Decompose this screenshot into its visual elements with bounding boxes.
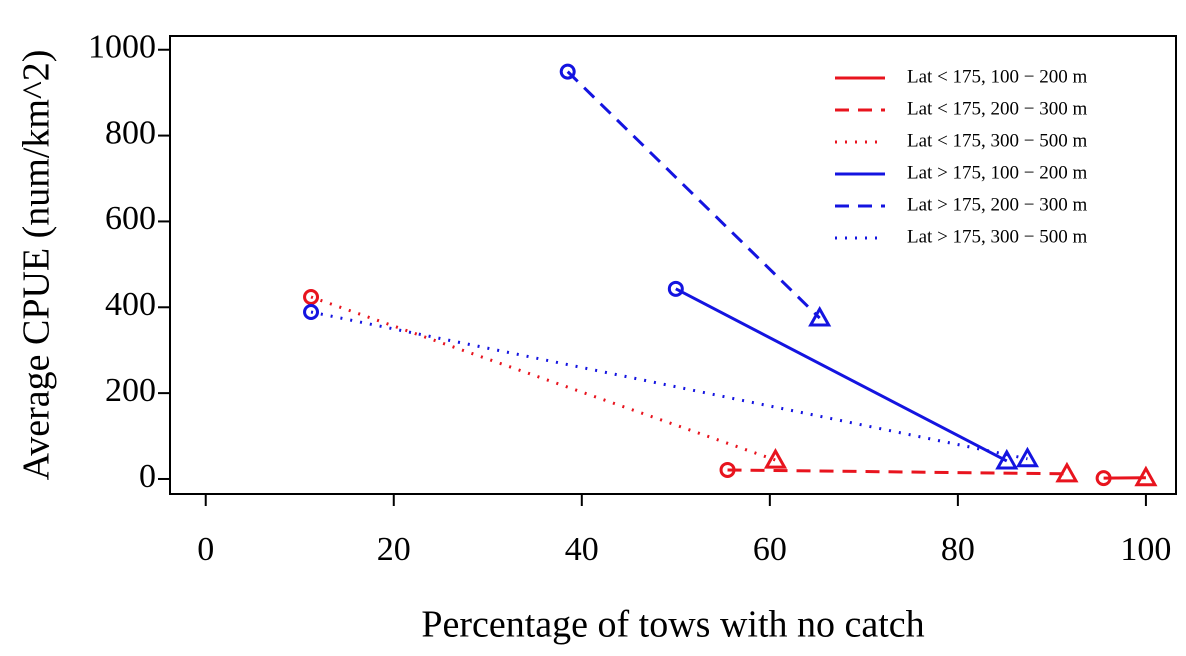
start-marker: [559, 63, 576, 80]
end-marker: [1134, 465, 1158, 487]
legend-label: Lat < 175, 200 − 300 m: [907, 98, 1087, 119]
start-marker: [303, 288, 320, 305]
y-tick-label: 200: [105, 372, 156, 409]
end-marker: [808, 305, 832, 327]
y-tick-label: 600: [105, 200, 156, 237]
x-tick-label: 80: [941, 531, 975, 568]
plot-frame: [169, 35, 1177, 495]
start-marker: [303, 304, 320, 321]
end-marker: [1055, 461, 1079, 483]
y-axis-label: Average CPUE (num/km^2): [16, 50, 58, 481]
y-tick-label: 800: [105, 114, 156, 151]
series-line: [727, 468, 1067, 476]
end-marker: [1015, 446, 1040, 468]
legend-label: Lat > 175, 300 − 500 m: [907, 226, 1087, 247]
x-tick-label: 100: [1120, 531, 1171, 568]
start-marker: [719, 461, 736, 478]
end-marker: [763, 448, 788, 469]
legend-label: Lat > 175, 100 − 200 m: [907, 162, 1087, 183]
x-axis-label: Percentage of tows with no catch: [421, 604, 924, 646]
x-tick-label: 20: [377, 531, 411, 568]
end-marker: [995, 448, 1019, 470]
y-tick-label: 1000: [88, 29, 156, 66]
series-line: [675, 287, 1008, 463]
y-tick-label: 0: [139, 458, 156, 495]
x-tick-label: 0: [197, 531, 214, 568]
y-tick-label: 400: [105, 286, 156, 323]
start-marker: [1095, 470, 1112, 487]
x-tick-label: 40: [565, 531, 599, 568]
start-marker: [667, 280, 684, 297]
legend-label: Lat < 175, 300 − 500 m: [907, 130, 1087, 151]
legend-label: Lat > 175, 200 − 300 m: [907, 194, 1087, 215]
series-line: [310, 310, 1028, 461]
legend-label: Lat < 175, 100 − 200 m: [907, 66, 1087, 87]
series-line: [310, 295, 776, 462]
x-tick-label: 60: [753, 531, 787, 568]
series-line: [566, 70, 821, 320]
